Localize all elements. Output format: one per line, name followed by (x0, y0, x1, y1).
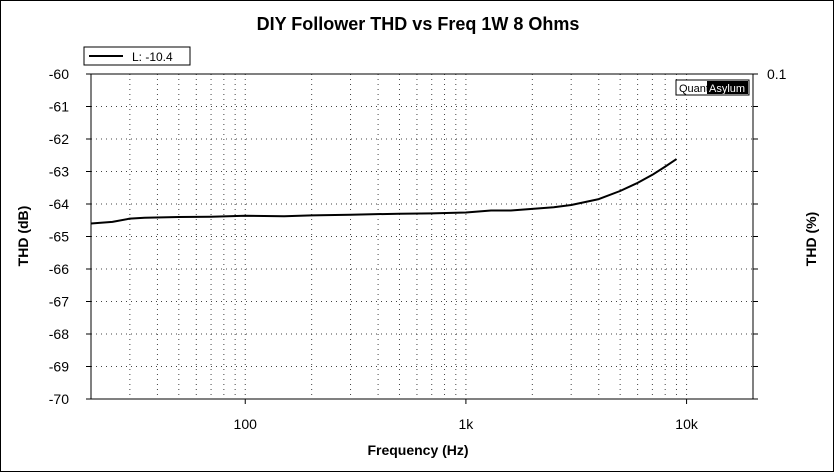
grid (91, 74, 753, 399)
y-tick-label: -61 (49, 99, 69, 115)
y-tick-label: -63 (49, 164, 69, 180)
y-tick-label: -64 (49, 196, 69, 212)
y2-tick-label: 0.1 (767, 66, 787, 82)
x-tick-label: 1k (459, 416, 475, 432)
x-axis-ticks: 100 1k 10k (234, 399, 699, 432)
y-tick-label: -68 (49, 326, 69, 342)
y-tick-label: -60 (49, 66, 69, 82)
legend-box (83, 46, 191, 66)
legend-label: L: -10.4 (132, 50, 173, 64)
x-tick-label: 100 (234, 416, 258, 432)
y-axis-label: THD (dB) (15, 206, 31, 267)
x-tick-label: 10k (675, 416, 699, 432)
y-tick-label: -70 (49, 391, 69, 407)
y2-axis-label: THD (%) (803, 212, 819, 266)
y-tick-label: -66 (49, 261, 69, 277)
y-tick-label: -62 (49, 131, 69, 147)
y-tick-label: -67 (49, 294, 69, 310)
legend: L: -10.4 (83, 46, 191, 66)
brand-logo: Quant Asylum (675, 79, 750, 96)
chart-title: DIY Follower THD vs Freq 1W 8 Ohms (257, 14, 580, 34)
y-axis-ticks: -60 -61 -62 -63 -64 -65 -66 -67 -68 -69 -70 (49, 66, 758, 407)
brand-dark-block (707, 81, 748, 94)
series-line (90, 158, 678, 225)
y-tick-label: -65 (49, 229, 69, 245)
series-layer (90, 158, 678, 225)
brand-right: Asylum (709, 83, 745, 95)
y-tick-label: -69 (49, 359, 69, 375)
brand-left: Quant (679, 83, 709, 95)
x-axis-label: Frequency (Hz) (367, 442, 468, 458)
